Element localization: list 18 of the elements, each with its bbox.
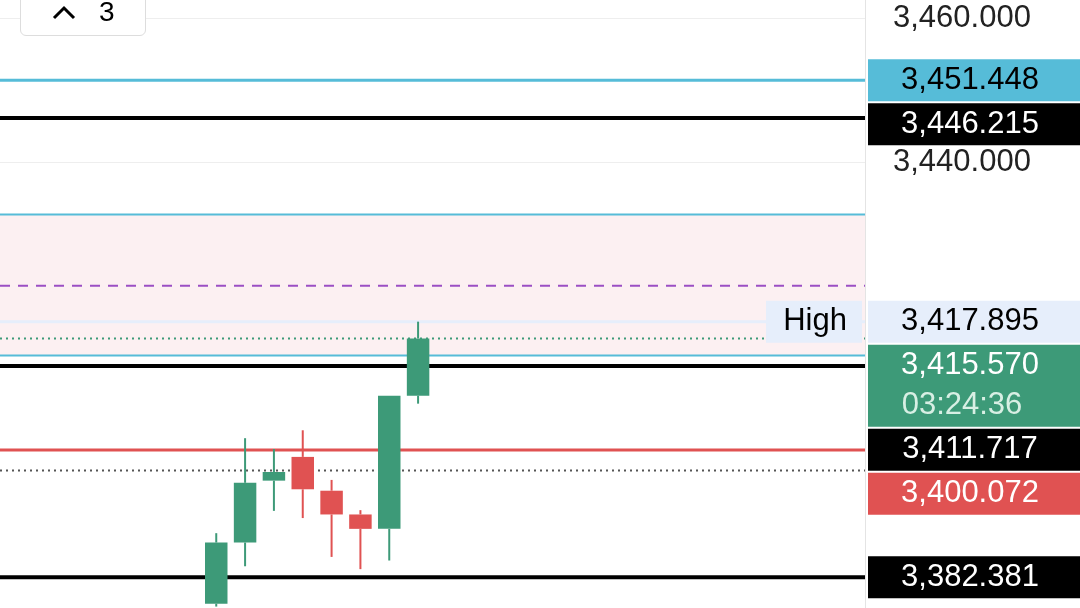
candlestick [262, 447, 286, 512]
ref-line-label: 3,400.072 [901, 474, 1039, 510]
candlestick [205, 532, 228, 608]
ref-line-label: 3,415.570 [901, 346, 1039, 382]
candlestick [378, 395, 401, 562]
ref-line-label: 3,451.448 [901, 60, 1039, 96]
annotation: High [783, 302, 847, 338]
ref-line-label: 3,411.717 [902, 430, 1038, 466]
ref-line-label: 3,446.215 [901, 104, 1039, 140]
ref-line-label: 3,417.895 [901, 302, 1039, 338]
ref-line-label: 3,382.381 [901, 557, 1039, 593]
candlestick [320, 478, 343, 558]
y-tick-label: 3,460.000 [893, 0, 1031, 35]
candlestick [233, 437, 257, 568]
annotation: 3 [99, 0, 115, 28]
dropdown-control: 3 [20, 0, 146, 36]
y-tick-label: 3,440.000 [893, 143, 1031, 179]
text: 03:24:36 [901, 386, 1023, 422]
